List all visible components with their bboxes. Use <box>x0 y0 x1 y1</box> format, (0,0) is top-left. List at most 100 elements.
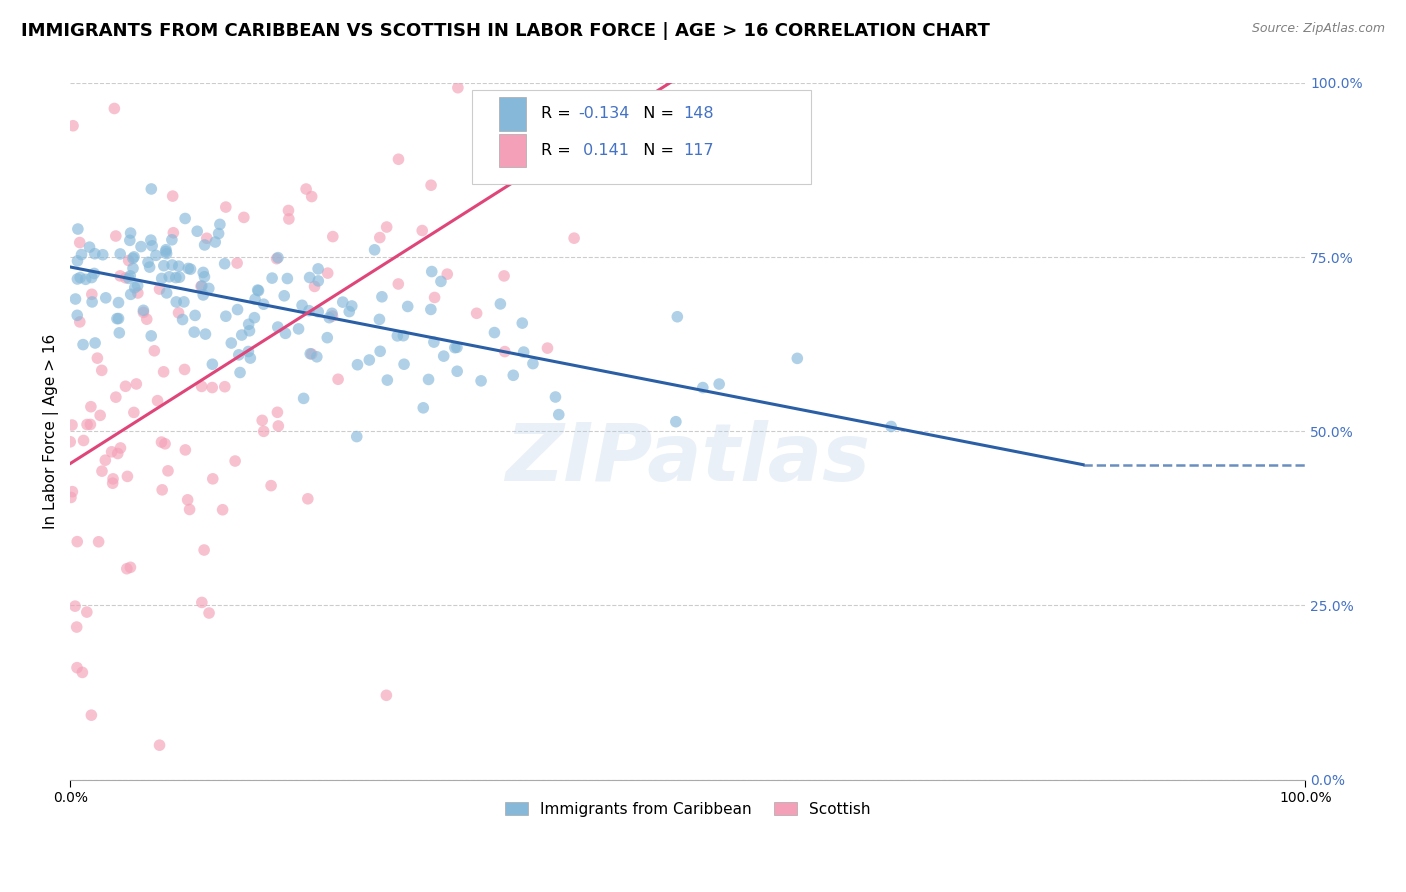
Point <box>707 377 730 392</box>
Point <box>420 178 443 193</box>
Point <box>207 227 229 241</box>
Point <box>194 327 217 342</box>
Point <box>120 560 142 574</box>
Point <box>208 218 231 232</box>
Point <box>76 605 98 619</box>
Point <box>392 357 415 371</box>
Point <box>229 366 252 380</box>
Point <box>396 300 419 314</box>
FancyBboxPatch shape <box>471 90 811 184</box>
Legend: Immigrants from Caribbean, Scottish: Immigrants from Caribbean, Scottish <box>496 794 879 824</box>
Point <box>193 265 215 279</box>
Point <box>132 305 155 319</box>
Point <box>174 211 197 226</box>
Point <box>122 250 145 264</box>
Point <box>176 492 198 507</box>
Point <box>298 303 321 318</box>
Point <box>363 243 385 257</box>
Point <box>91 248 114 262</box>
Point <box>114 379 136 393</box>
Point <box>69 315 91 329</box>
Point <box>371 290 394 304</box>
Text: 148: 148 <box>683 106 713 121</box>
Point <box>510 316 533 330</box>
Point <box>461 58 484 72</box>
Point <box>260 478 283 492</box>
Point <box>117 469 139 483</box>
Point <box>387 277 409 291</box>
Point <box>446 364 468 378</box>
Point <box>266 405 288 419</box>
Point <box>201 380 224 394</box>
Point <box>368 344 391 359</box>
Point <box>127 285 149 300</box>
Point <box>228 348 250 362</box>
Point <box>107 295 129 310</box>
Point <box>198 281 221 295</box>
Point <box>150 483 173 497</box>
Point <box>243 292 266 306</box>
Point <box>114 270 136 285</box>
Point <box>322 229 344 244</box>
Point <box>132 303 155 318</box>
Point <box>307 261 329 276</box>
Point <box>321 306 343 320</box>
Point <box>346 358 368 372</box>
Point <box>87 534 110 549</box>
Point <box>786 351 808 366</box>
Point <box>226 256 249 270</box>
Point <box>65 292 87 306</box>
Point <box>145 248 167 262</box>
Point <box>138 260 160 274</box>
Point <box>201 357 224 371</box>
Point <box>512 345 534 359</box>
Point <box>86 351 108 365</box>
Point <box>125 376 148 391</box>
Text: IMMIGRANTS FROM CARIBBEAN VS SCOTTISH IN LABOR FORCE | AGE > 16 CORRELATION CHAR: IMMIGRANTS FROM CARIBBEAN VS SCOTTISH IN… <box>21 22 990 40</box>
Point <box>80 708 103 723</box>
Point <box>190 279 212 293</box>
Point <box>155 243 177 257</box>
Point <box>146 393 169 408</box>
Point <box>179 502 201 516</box>
Point <box>173 362 195 376</box>
Point <box>150 271 173 285</box>
Point <box>148 738 170 752</box>
Point <box>120 226 142 240</box>
Point <box>79 417 101 432</box>
Point <box>193 269 215 284</box>
Point <box>274 326 297 341</box>
Point <box>107 446 129 460</box>
FancyBboxPatch shape <box>499 134 526 168</box>
Point <box>433 349 456 363</box>
Point <box>267 320 290 334</box>
Point <box>195 231 218 245</box>
Point <box>108 268 131 283</box>
Point <box>100 445 122 459</box>
Point <box>665 415 688 429</box>
Point <box>489 297 512 311</box>
Point <box>465 306 488 320</box>
Point <box>387 153 409 167</box>
Point <box>103 102 125 116</box>
Point <box>880 419 903 434</box>
Point <box>214 380 236 394</box>
Point <box>470 374 492 388</box>
Point <box>72 434 94 448</box>
Point <box>368 312 391 326</box>
Point <box>253 425 276 439</box>
Point <box>412 401 434 415</box>
Point <box>298 270 321 285</box>
Point <box>173 294 195 309</box>
Point <box>117 253 139 268</box>
Y-axis label: In Labor Force | Age > 16: In Labor Force | Age > 16 <box>44 334 59 529</box>
Point <box>297 491 319 506</box>
Text: R =: R = <box>541 143 575 158</box>
Point <box>108 326 131 340</box>
Point <box>337 304 360 318</box>
Point <box>141 329 163 343</box>
Point <box>101 476 124 491</box>
Point <box>84 335 107 350</box>
Point <box>682 41 704 55</box>
Point <box>165 294 187 309</box>
